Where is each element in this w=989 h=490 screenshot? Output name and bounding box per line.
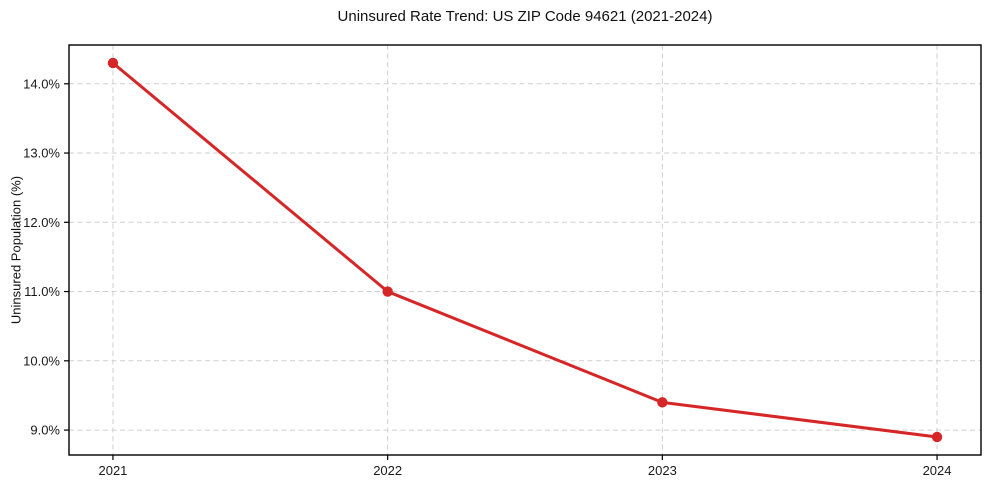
- x-tick-label: 2022: [373, 463, 402, 478]
- x-tick-label: 2023: [648, 463, 677, 478]
- data-point-marker: [657, 397, 668, 408]
- data-point-marker: [107, 57, 119, 69]
- trend-line: [111, 61, 939, 439]
- y-tick-label: 10.0%: [23, 353, 60, 368]
- data-point-marker: [931, 431, 943, 443]
- chart-title: Uninsured Rate Trend: US ZIP Code 94621 …: [337, 8, 713, 25]
- y-tick-label: 9.0%: [30, 423, 60, 438]
- y-tick-label: 11.0%: [24, 284, 60, 299]
- x-tick-label: 2021: [98, 463, 127, 478]
- plot-frame: [68, 44, 982, 456]
- x-tick-label: 2024: [923, 463, 952, 478]
- data-point-marker: [382, 286, 393, 297]
- y-tick-label: 12.0%: [23, 215, 60, 230]
- y-tick-label: 14.0%: [23, 76, 60, 91]
- y-tick-label: 13.0%: [23, 146, 60, 161]
